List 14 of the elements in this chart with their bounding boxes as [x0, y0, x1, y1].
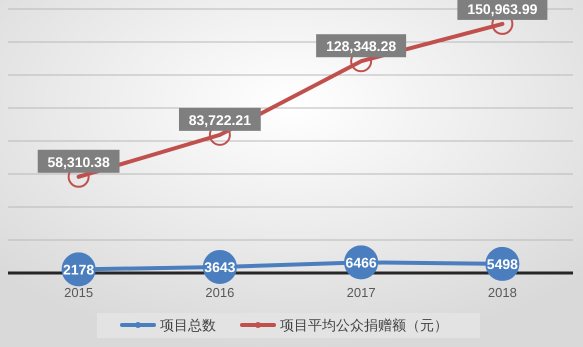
legend-label: 项目平均公众捐赠额（元）	[280, 317, 448, 333]
data-label: 83,722.21	[188, 112, 252, 128]
data-label: 2178	[63, 261, 94, 278]
legend-label: 项目总数	[160, 317, 216, 333]
x-tick-label: 2015	[64, 285, 94, 300]
data-label: 150,963.99	[467, 0, 538, 17]
data-label: 6466	[346, 254, 377, 270]
data-label: 128,348.28	[326, 38, 396, 54]
data-label: 5498	[486, 256, 518, 272]
x-tick-label: 2017	[346, 285, 376, 300]
data-label: 3643	[204, 258, 236, 275]
x-tick-label: 2018	[488, 285, 517, 300]
data-label: 58,310.38	[47, 154, 110, 170]
x-tick-label: 2016	[205, 285, 234, 300]
